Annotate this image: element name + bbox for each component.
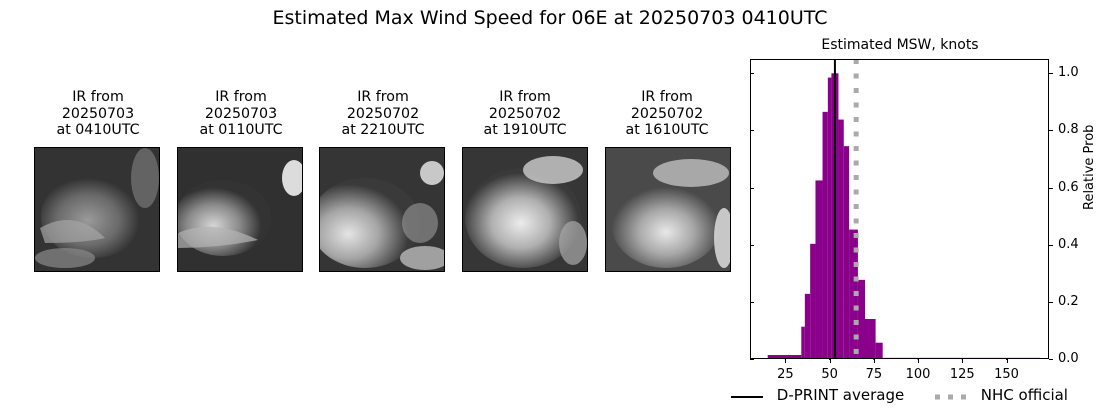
histogram-bar [827,77,832,360]
histogram-bar [838,119,844,359]
ir-panel-title: IR from 20250702 at 2210UTC [341,89,425,138]
solid-line-icon [731,395,763,398]
dotted-line-icon [935,394,967,399]
ir-panel-title: IR from 20250702 at 1610UTC [625,89,709,138]
ir-satellite-image [319,147,445,272]
legend-nhc: NHC official [935,386,1068,404]
ir-panel-title: IR from 20250703 at 0110UTC [199,89,283,138]
histogram-bar [815,180,823,359]
y-tick-label: 1.0 [1058,65,1079,81]
y-tick-label: 0.0 [1058,351,1079,366]
histogram-bar [767,355,802,359]
legend-label: NHC official [980,386,1068,404]
x-tick-label: 125 [949,367,975,382]
ir-panel-2: IR from 20250703 at 0110UTC [171,89,311,272]
y-tick-label: 0.4 [1058,236,1079,252]
x-tick-label: 75 [865,367,883,382]
ir-panel-4: IR from 20250702 at 1910UTC [455,89,595,272]
histogram-axes-frame [750,59,1049,359]
histogram-bar [822,111,828,359]
ir-panel-3: IR from 20250702 at 2210UTC [313,89,453,272]
figure-title: Estimated Max Wind Speed for 06E at 2025… [272,7,828,29]
ir-satellite-image [462,147,588,272]
y-axis-label: Relative Prob [1082,124,1097,210]
x-tick-label: 150 [994,367,1019,382]
ir-satellite-image [177,147,303,272]
histogram-bar [865,319,876,359]
y-tick-label: 0.6 [1058,179,1079,195]
histogram-bar [857,279,865,359]
legend-dprint: D-PRINT average [731,386,904,404]
ir-satellite-image [605,147,731,272]
ir-panel-title: IR from 20250702 at 1910UTC [483,89,567,138]
histogram-bar [801,326,805,359]
x-tick-label: 100 [905,367,931,382]
histogram-bar [849,229,858,359]
histogram-plot [767,59,1041,360]
ir-satellite-image [34,147,160,272]
histogram-bar [875,342,883,359]
x-tick-label: 25 [777,367,794,382]
ir-panel-5: IR from 20250702 at 1610UTC [597,89,737,272]
histogram-bar [804,293,811,359]
legend-label: D-PRINT average [776,386,905,404]
y-tick-label: 0.8 [1058,122,1079,138]
ir-panel-1: IR from 20250703 at 0410UTC [28,89,168,272]
histogram-title: Estimated MSW, knots [821,37,979,53]
y-tick-label: 0.2 [1058,293,1079,309]
x-tick-label: 50 [821,367,838,382]
ir-panel-title: IR from 20250703 at 0410UTC [56,89,140,138]
histogram-bar [843,146,850,359]
histogram-bar [810,243,816,359]
